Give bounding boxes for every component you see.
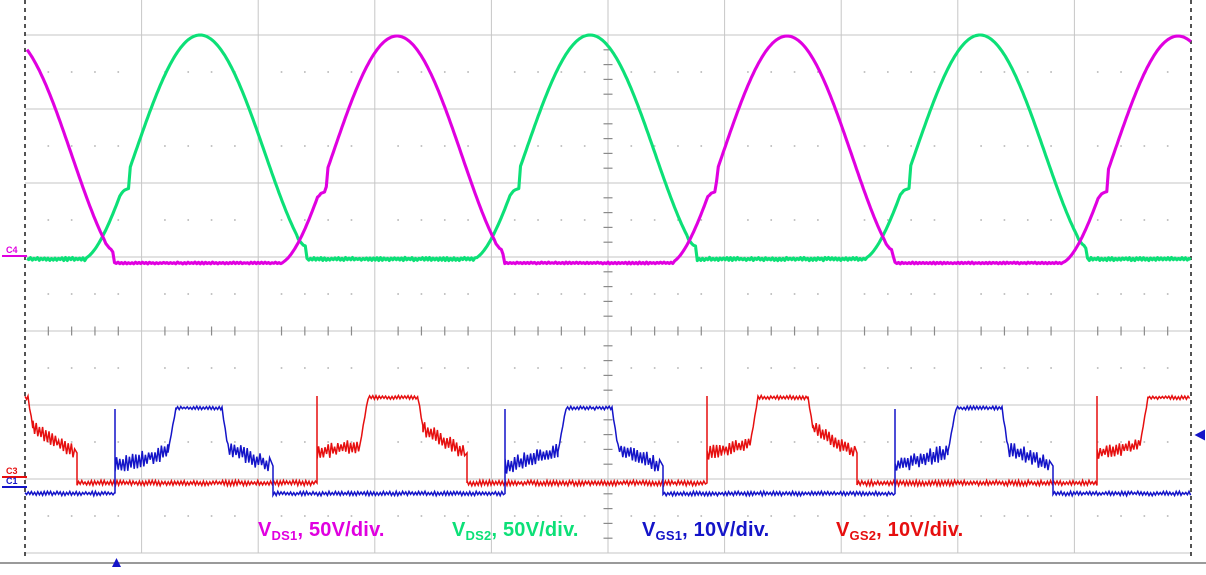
legend-item-vds2: VDS2, 50V/div.	[452, 519, 579, 543]
channel-zero-line-c3	[2, 476, 27, 479]
trigger-time-marker	[112, 558, 121, 567]
channel-zero-line-c4	[2, 255, 27, 258]
trigger-level-marker	[1194, 429, 1205, 441]
legend-item-vgs2: VGS2, 10V/div.	[836, 519, 964, 543]
channel-zero-line-c1	[2, 486, 27, 489]
channel-marker-c4: C4	[2, 246, 27, 258]
channel-marker-c1: C1	[2, 477, 27, 489]
legend-item-vgs1: VGS1, 10V/div.	[642, 519, 770, 543]
channel-marker-c3: C3	[2, 467, 27, 479]
legend-item-vds1: VDS1, 50V/div.	[258, 519, 385, 543]
legend: VDS1, 50V/div. VDS2, 50V/div. VGS1, 10V/…	[0, 519, 1206, 553]
